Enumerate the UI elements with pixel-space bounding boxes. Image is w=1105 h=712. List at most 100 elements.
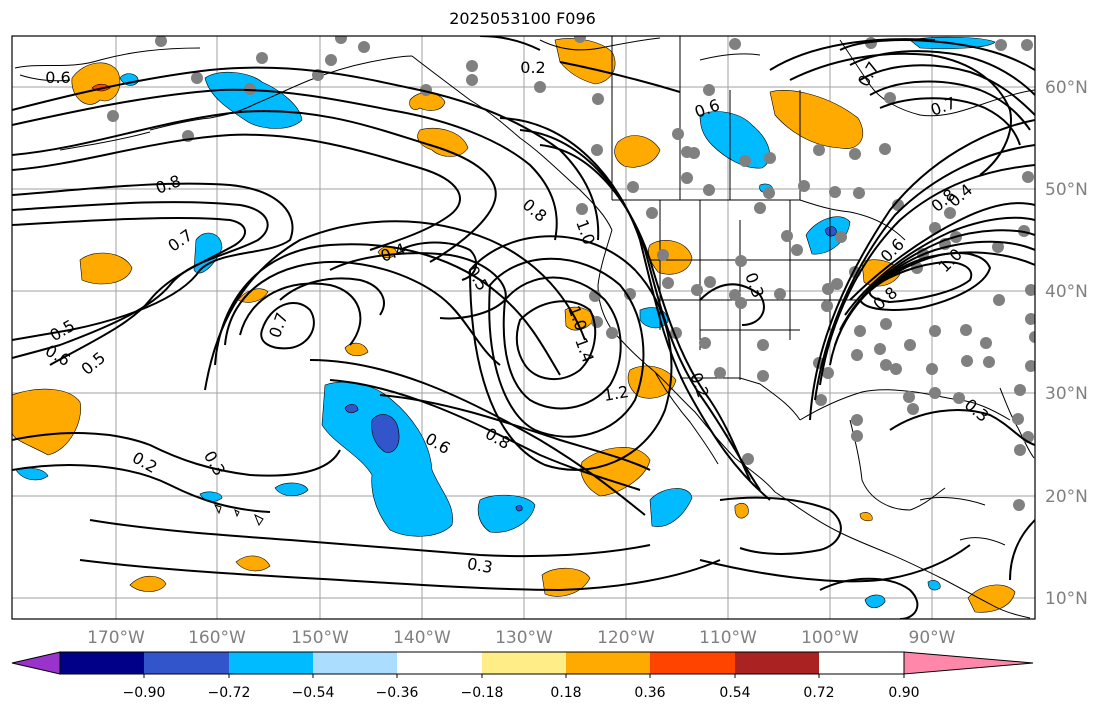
station-dot xyxy=(107,110,119,122)
longitude-label: 170°W xyxy=(87,628,145,648)
longitude-label: 150°W xyxy=(291,628,349,648)
station-dot xyxy=(980,337,992,349)
longitude-axis: 170°W 160°W 150°W 140°W 130°W 120°W 110°W 100°W… xyxy=(87,628,956,648)
station-dot xyxy=(1025,360,1035,372)
colorbar-tick-label: 0.54 xyxy=(719,685,750,701)
station-dot xyxy=(466,60,478,72)
latitude-label: 60°N xyxy=(1045,78,1088,98)
station-dot xyxy=(735,255,747,267)
station-dot xyxy=(929,387,941,399)
station-dot xyxy=(764,152,776,164)
station-dot xyxy=(821,300,833,312)
contour-lines xyxy=(12,36,1035,619)
latitude-label: 50°N xyxy=(1045,180,1088,200)
station-dot xyxy=(763,187,775,199)
station-dot xyxy=(798,180,810,192)
station-dot xyxy=(714,367,726,379)
station-dot xyxy=(880,318,892,330)
longitude-label: 130°W xyxy=(495,628,553,648)
station-dot xyxy=(874,343,886,355)
station-dot xyxy=(1014,384,1026,396)
station-dot xyxy=(960,324,972,336)
contour-label: 0.2 xyxy=(520,58,545,77)
station-dot xyxy=(688,147,700,159)
station-dot xyxy=(574,36,586,43)
station-dot xyxy=(983,356,995,368)
station-dot xyxy=(822,283,834,295)
contour-label: 0.3 xyxy=(466,554,494,577)
colorbar-swatch xyxy=(313,652,397,674)
colorbar-tick-label: −0.18 xyxy=(461,685,504,701)
station-dot xyxy=(325,54,337,66)
station-dot xyxy=(880,359,892,371)
station-dot xyxy=(672,128,684,140)
station-dot xyxy=(884,92,896,104)
station-dot xyxy=(813,144,825,156)
station-dot xyxy=(926,363,938,375)
station-dot xyxy=(853,187,865,199)
station-dot xyxy=(646,207,658,219)
station-dot xyxy=(191,72,203,84)
station-dot xyxy=(691,284,703,296)
station-dot xyxy=(757,339,769,351)
shaded-anomalies xyxy=(12,36,1016,613)
station-dot xyxy=(754,202,766,214)
station-dot xyxy=(1025,284,1035,296)
station-dot xyxy=(155,36,167,47)
station-dot xyxy=(335,36,347,44)
station-dot xyxy=(774,288,786,300)
station-dot xyxy=(1029,331,1035,343)
station-dot xyxy=(256,52,268,64)
station-dot xyxy=(627,181,639,193)
station-dot xyxy=(849,148,861,160)
colorbar-tick-label: 0.36 xyxy=(634,685,665,701)
station-dot xyxy=(358,41,370,53)
station-dot xyxy=(681,172,693,184)
station-dot xyxy=(822,367,834,379)
longitude-label: 100°W xyxy=(801,628,859,648)
station-dot xyxy=(993,294,1005,306)
station-dot xyxy=(1025,313,1035,325)
coastlines-borders xyxy=(14,36,1035,619)
latitude-label: 40°N xyxy=(1045,282,1088,302)
longitude-label: 90°W xyxy=(909,628,956,648)
station-dot xyxy=(591,144,603,156)
longitude-label: 110°W xyxy=(699,628,757,648)
longitude-label: 160°W xyxy=(188,628,246,648)
latitude-axis: 60°N 50°N 40°N 30°N 20°N 10°N xyxy=(1045,78,1088,609)
station-dot xyxy=(1013,499,1025,511)
station-dot xyxy=(742,453,754,465)
latitude-label: 10°N xyxy=(1045,589,1088,609)
station-dot xyxy=(815,394,827,406)
colorbar-tick-label: 0.18 xyxy=(550,685,581,701)
map-border xyxy=(11,35,1036,620)
station-dot xyxy=(907,403,919,415)
station-dot xyxy=(791,244,803,256)
station-dot xyxy=(704,276,716,288)
station-dot xyxy=(703,184,715,196)
station-dots xyxy=(107,36,1035,511)
station-dot xyxy=(851,430,863,442)
station-dot xyxy=(466,74,478,86)
longitude-label: 120°W xyxy=(597,628,655,648)
station-dot xyxy=(961,355,973,367)
colorbar-tick-label: −0.54 xyxy=(292,685,335,701)
station-dot xyxy=(624,288,636,300)
colorbar-swatch xyxy=(735,652,819,674)
contour-label: 0.6 xyxy=(45,68,70,87)
station-dot xyxy=(835,231,847,243)
map-title: 2025053100 F096 xyxy=(449,9,596,28)
station-dot xyxy=(781,230,793,242)
station-dot xyxy=(729,38,741,50)
station-dot xyxy=(992,241,1004,253)
station-dot xyxy=(831,278,843,290)
station-dot xyxy=(879,143,891,155)
contour-label: 1.2 xyxy=(602,382,630,405)
station-dot xyxy=(534,81,546,93)
station-dot xyxy=(606,327,618,339)
colorbar-swatch xyxy=(229,652,313,674)
station-dot xyxy=(662,277,674,289)
colorbar-swatch xyxy=(60,652,144,674)
station-dot xyxy=(851,414,863,426)
